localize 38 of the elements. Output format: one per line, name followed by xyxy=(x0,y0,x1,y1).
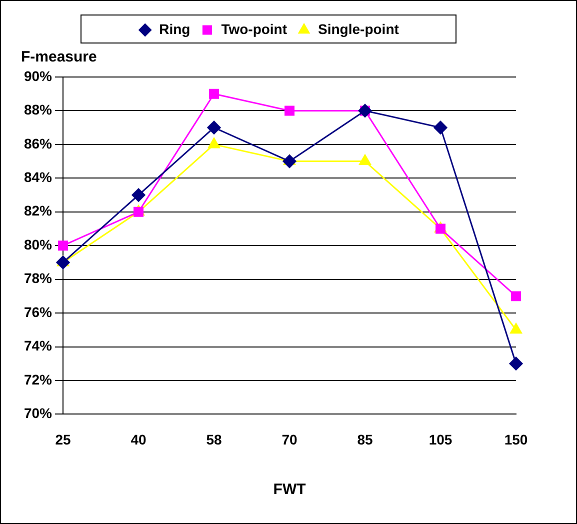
y-tick-label: 72% xyxy=(24,371,53,388)
point xyxy=(510,323,522,334)
y-tick-label: 74% xyxy=(24,338,53,354)
y-axis-title: F-measure xyxy=(21,48,97,66)
legend-label: Single-point xyxy=(318,20,400,37)
x-tick-label: 150 xyxy=(504,431,528,448)
y-tick-label: 88% xyxy=(24,102,53,118)
legend-label: Ring xyxy=(159,20,190,37)
y-tick-label: 84% xyxy=(24,169,53,186)
x-axis-title: FWT xyxy=(273,481,306,498)
x-tick-label: 58 xyxy=(206,431,222,448)
point xyxy=(436,224,446,234)
point xyxy=(434,120,448,134)
y-tick-label: 70% xyxy=(24,405,53,422)
point xyxy=(284,106,295,116)
y-tick-label: 80% xyxy=(24,236,53,252)
point xyxy=(509,356,523,370)
y-tick-label: 78% xyxy=(24,270,53,286)
x-tick-label: 40 xyxy=(130,431,147,448)
x-tick-label: 70 xyxy=(282,431,298,448)
x-tick-label: 85 xyxy=(357,431,374,448)
point xyxy=(282,154,296,168)
point xyxy=(208,138,220,148)
x-tick-label: 105 xyxy=(428,431,452,448)
y-tick-label: 82% xyxy=(24,202,53,219)
point xyxy=(359,154,371,166)
point xyxy=(132,188,146,202)
point xyxy=(58,240,68,251)
point xyxy=(511,291,521,302)
legend-label: Two-point xyxy=(221,20,288,37)
point xyxy=(209,88,220,99)
point xyxy=(56,256,70,270)
y-tick-label: 90% xyxy=(24,68,53,84)
y-tick-label: 86% xyxy=(24,135,53,152)
y-tick-label: 76% xyxy=(24,304,53,320)
point xyxy=(134,206,144,217)
point xyxy=(207,120,221,134)
x-tick-label: 25 xyxy=(55,431,72,448)
